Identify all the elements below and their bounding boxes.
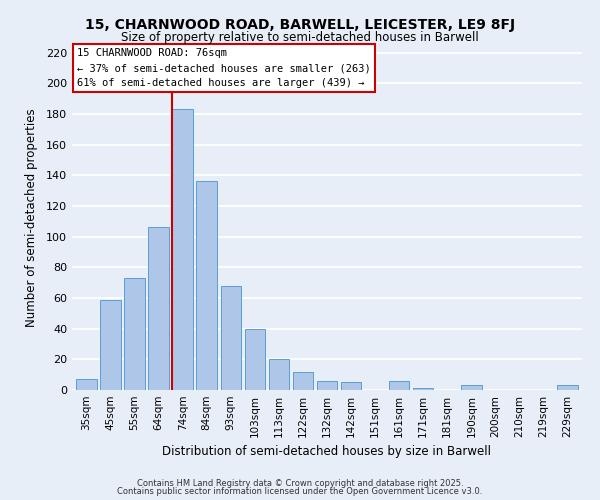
Text: Contains public sector information licensed under the Open Government Licence v3: Contains public sector information licen…	[118, 487, 482, 496]
Bar	[245, 328, 265, 390]
X-axis label: Distribution of semi-detached houses by size in Barwell: Distribution of semi-detached houses by …	[163, 446, 491, 458]
Bar	[293, 372, 313, 390]
Bar	[100, 300, 121, 390]
Text: 15, CHARNWOOD ROAD, BARWELL, LEICESTER, LE9 8FJ: 15, CHARNWOOD ROAD, BARWELL, LEICESTER, …	[85, 18, 515, 32]
Text: Size of property relative to semi-detached houses in Barwell: Size of property relative to semi-detach…	[121, 31, 479, 44]
Y-axis label: Number of semi-detached properties: Number of semi-detached properties	[25, 108, 38, 327]
Bar	[124, 278, 145, 390]
Bar	[317, 381, 337, 390]
Bar	[221, 286, 241, 390]
Bar	[196, 182, 217, 390]
Bar	[76, 380, 97, 390]
Bar	[172, 110, 193, 390]
Text: Contains HM Land Registry data © Crown copyright and database right 2025.: Contains HM Land Registry data © Crown c…	[137, 478, 463, 488]
Bar	[413, 388, 433, 390]
Bar	[148, 228, 169, 390]
Bar	[269, 360, 289, 390]
Bar	[461, 386, 482, 390]
Bar	[389, 381, 409, 390]
Text: 15 CHARNWOOD ROAD: 76sqm
← 37% of semi-detached houses are smaller (263)
61% of : 15 CHARNWOOD ROAD: 76sqm ← 37% of semi-d…	[77, 48, 371, 88]
Bar	[557, 386, 578, 390]
Bar	[341, 382, 361, 390]
